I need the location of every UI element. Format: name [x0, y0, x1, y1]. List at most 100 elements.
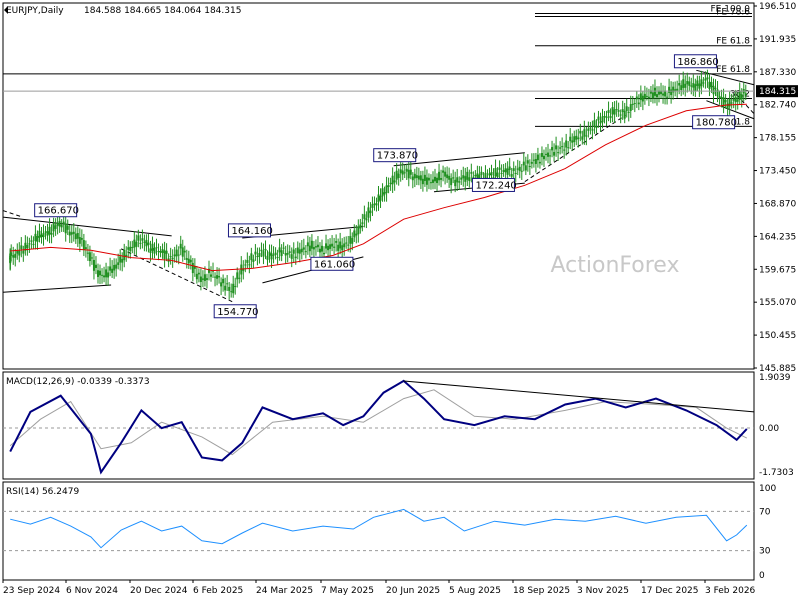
macd-pane-border: [2, 371, 755, 480]
price-tick-label: 145.885: [759, 364, 796, 374]
candle-body: [230, 291, 233, 293]
candle-body: [585, 135, 588, 137]
candle-body: [744, 93, 747, 96]
candle-body: [581, 136, 584, 140]
candle-body: [734, 96, 737, 103]
candle-body: [123, 250, 126, 261]
candle-body: [736, 99, 739, 102]
candle-body: [197, 272, 200, 275]
candle-body: [169, 256, 172, 258]
candle-body: [726, 103, 729, 109]
candle-body: [258, 252, 261, 257]
price-callouts: 166.670 154.770 164.160 161.060 173.870 172.2…: [34, 54, 737, 319]
candle-body: [446, 174, 449, 179]
candle-body: [86, 252, 89, 254]
candle-body: [173, 254, 176, 257]
candle-body: [248, 264, 251, 266]
candle-body: [678, 83, 681, 86]
candle-body: [375, 203, 378, 206]
macd-tick-label: -1.7303: [759, 468, 794, 478]
candle-body: [520, 170, 523, 172]
candle-body: [391, 175, 394, 185]
candle-body: [159, 251, 162, 253]
candle-body: [74, 233, 77, 240]
candle-body: [52, 223, 55, 232]
candle-body: [538, 161, 541, 164]
candle-body: [694, 84, 697, 92]
candle-body: [64, 223, 67, 234]
candle-body: [732, 99, 735, 101]
candle-body: [547, 152, 550, 157]
candle-body: [238, 277, 241, 279]
price-tick-label: 178.155: [759, 134, 796, 144]
candle-body: [540, 153, 543, 157]
rsi-tick-label: 30: [759, 547, 771, 557]
candle-body: [621, 109, 624, 113]
candle-body: [660, 90, 663, 95]
candle-body: [561, 146, 564, 148]
candle-body: [468, 177, 471, 182]
candle-body: [96, 270, 99, 277]
candle-body: [318, 248, 321, 253]
candle-body: [631, 103, 634, 105]
candle-body: [688, 81, 691, 86]
chart-ohlc-readout: 184.588 184.665 184.064 184.315: [84, 6, 241, 16]
candle-body: [224, 285, 227, 291]
candle-body: [480, 171, 483, 175]
date-tick-label: 18 Sep 2025: [513, 586, 570, 596]
candle-body: [337, 244, 340, 251]
candle-body: [508, 166, 511, 171]
wedge-dashed: [736, 94, 755, 115]
candle-body: [397, 173, 400, 179]
candle-body: [672, 86, 675, 93]
candle-body: [387, 185, 390, 188]
callout-box: [692, 115, 736, 130]
candle-body: [575, 135, 578, 140]
price-tick-label: 155.070: [759, 298, 796, 308]
candle-body: [99, 270, 102, 276]
candle-body: [369, 210, 372, 214]
current-price-box: [756, 85, 798, 98]
price-axis: 196.510 191.935 187.330 182.740 178.155 173.4…: [754, 2, 796, 374]
candle-body: [296, 247, 299, 254]
candle-body: [210, 274, 213, 277]
candle-body: [522, 161, 525, 166]
candle-body: [510, 173, 513, 177]
candle-body: [339, 241, 342, 249]
candle-body: [383, 192, 386, 195]
trendline-lower-1: [2, 284, 112, 293]
candle-body: [502, 170, 505, 172]
candle-body: [147, 242, 150, 246]
candle-body: [351, 237, 354, 244]
candle-body: [577, 137, 580, 140]
candle-body: [264, 248, 267, 251]
candle-body: [668, 86, 671, 93]
candle-body: [92, 259, 95, 271]
candle-body: [532, 159, 535, 161]
rsi-pane: RSI(14) 56.2479 100 70 30 0: [3, 484, 776, 581]
candle-body: [145, 239, 148, 247]
candle-body: [458, 181, 461, 183]
candle-body: [565, 140, 568, 148]
candle-body: [308, 245, 311, 252]
candle-body: [10, 252, 13, 256]
candle-body: [472, 176, 475, 178]
candle-body: [702, 82, 705, 84]
candle-body: [589, 127, 592, 129]
candle-body: [157, 251, 160, 253]
price-tick-label: 173.450: [759, 167, 796, 177]
candle-body: [60, 224, 63, 228]
candle-body: [617, 110, 620, 112]
candle-body: [171, 257, 174, 260]
candle-body: [216, 275, 219, 279]
candle-body: [714, 87, 717, 89]
candle-body: [312, 247, 315, 250]
candle-body: [325, 243, 328, 249]
trendline-dashed-3: [524, 114, 626, 183]
candle-body: [456, 177, 459, 183]
candle-body: [651, 92, 654, 99]
candle-body: [88, 252, 91, 262]
trendline-upper-1: [2, 216, 172, 237]
